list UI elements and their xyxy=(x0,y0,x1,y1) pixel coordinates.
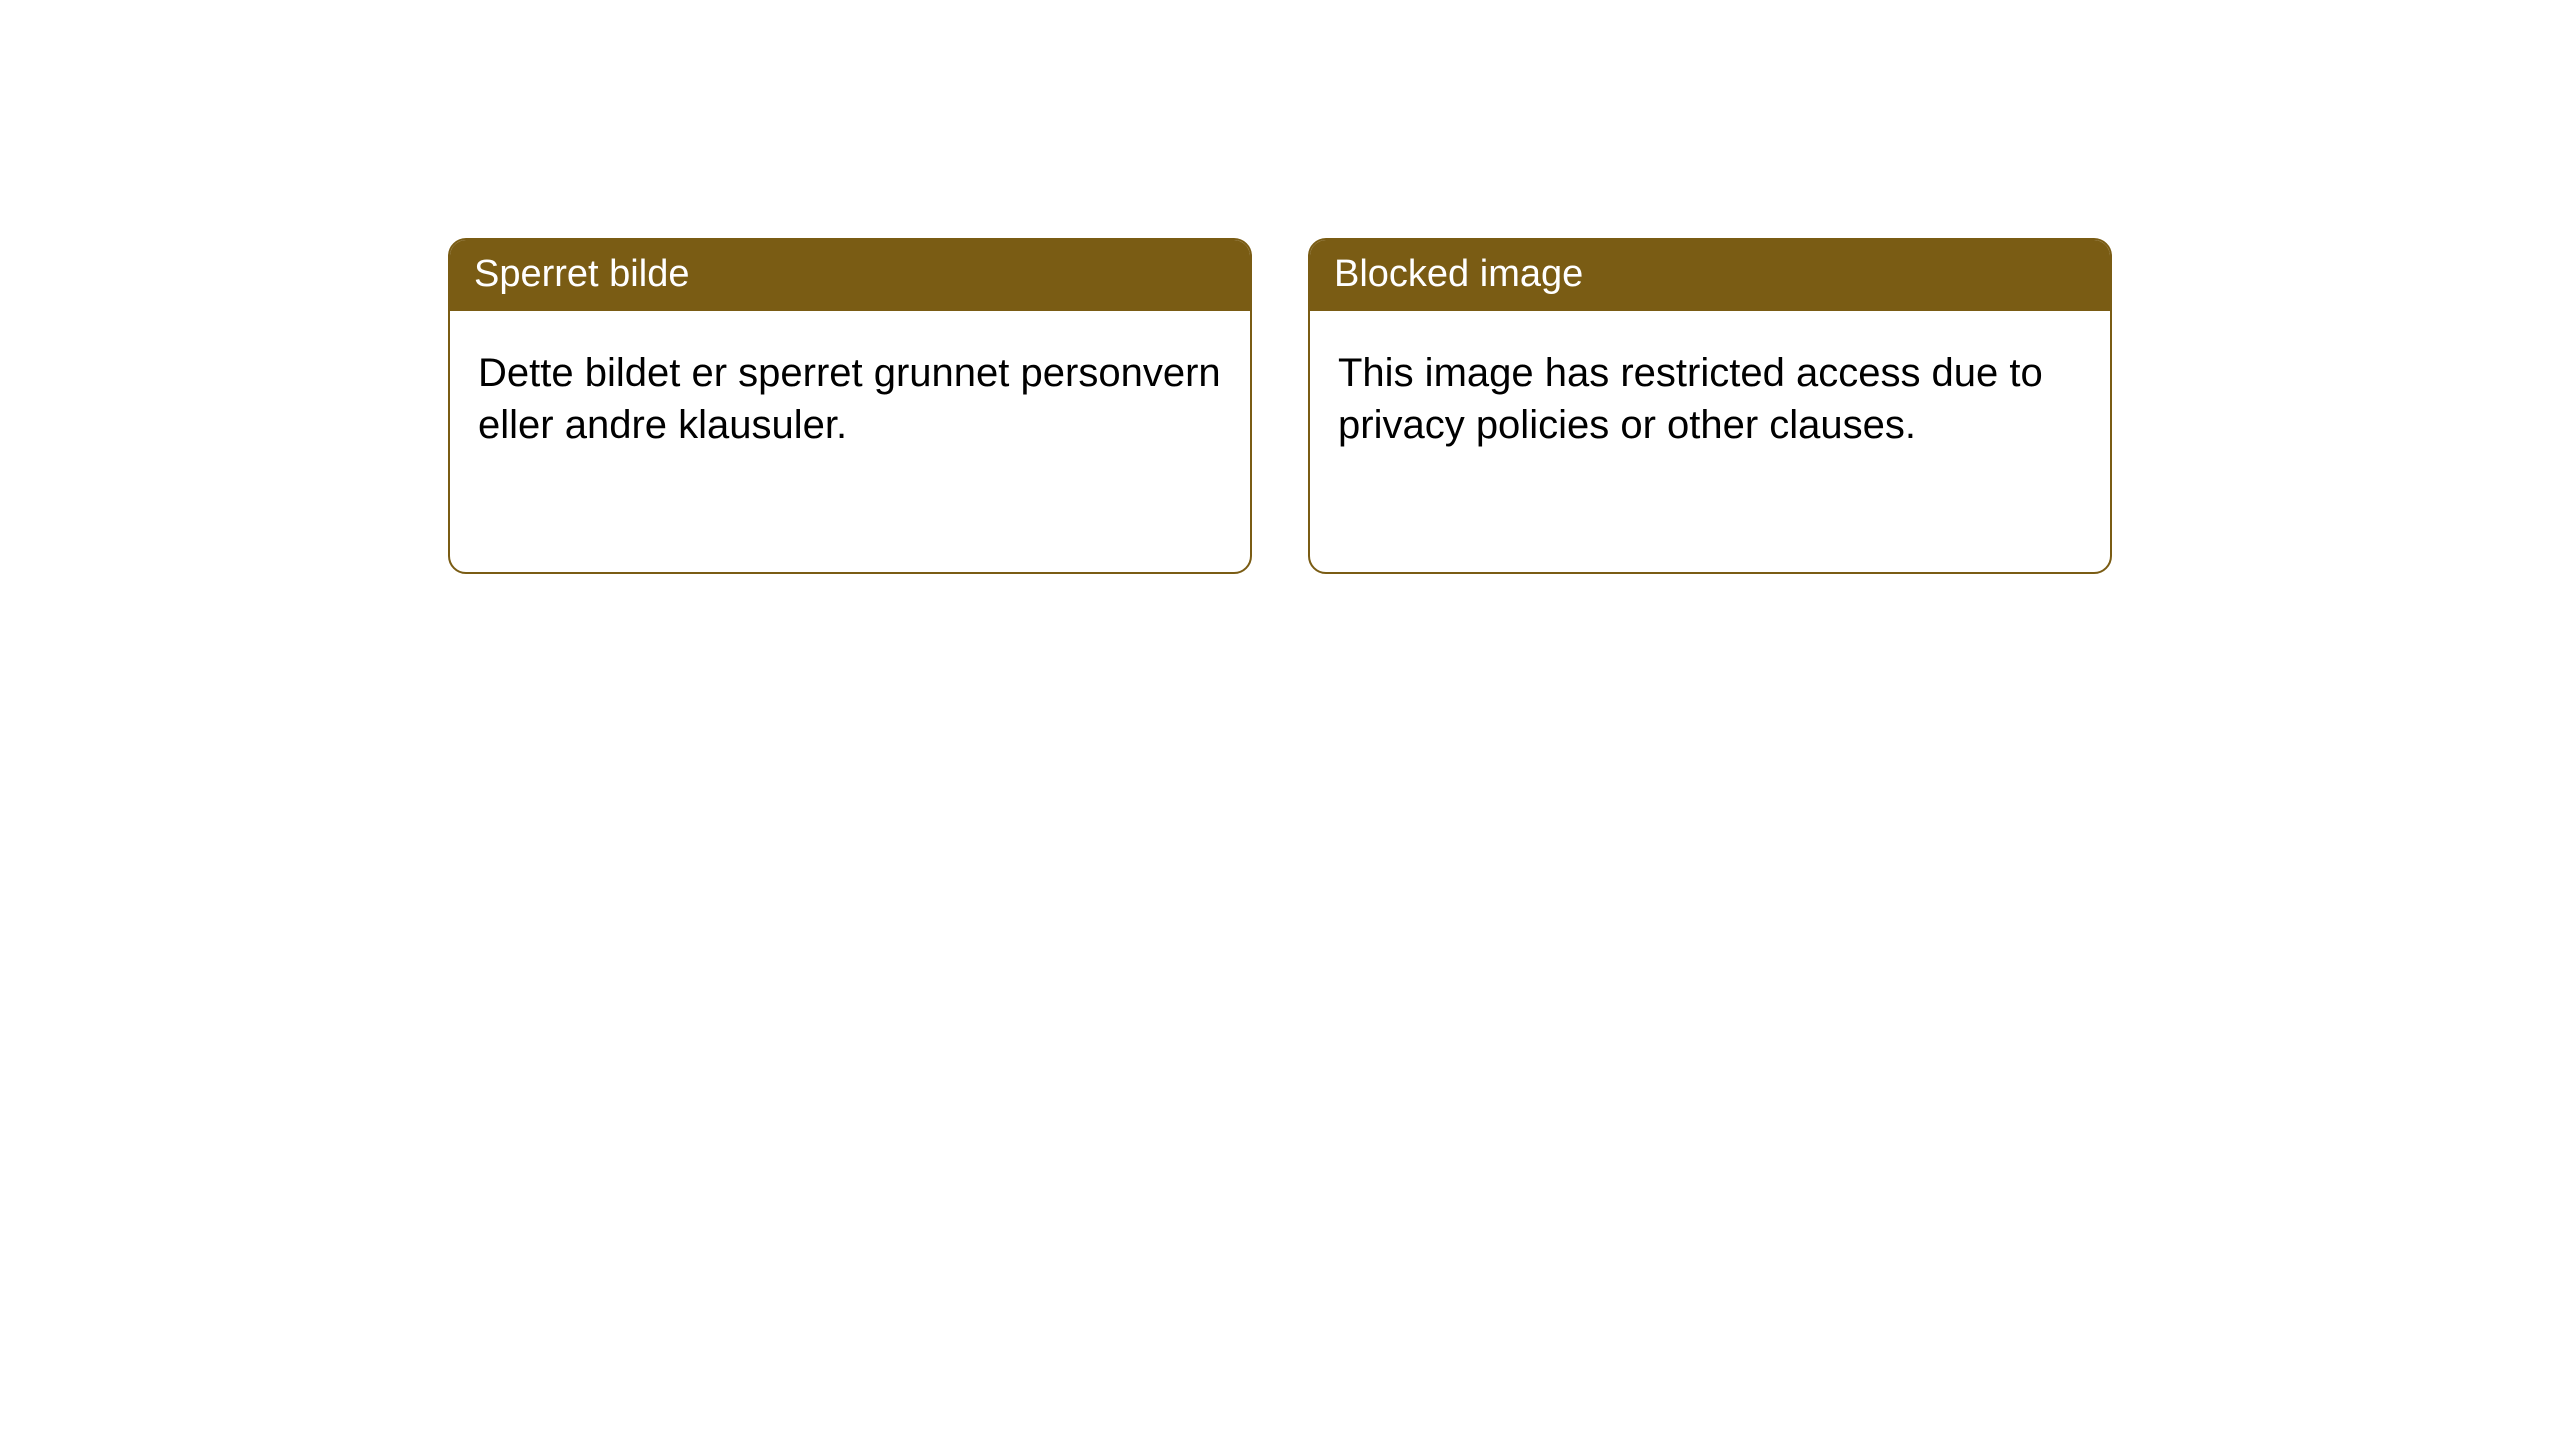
notice-card-english: Blocked image This image has restricted … xyxy=(1308,238,2112,574)
card-body-text: Dette bildet er sperret grunnet personve… xyxy=(478,351,1221,447)
notice-card-norwegian: Sperret bilde Dette bildet er sperret gr… xyxy=(448,238,1252,574)
notice-cards-container: Sperret bilde Dette bildet er sperret gr… xyxy=(0,0,2560,574)
card-body-text: This image has restricted access due to … xyxy=(1338,351,2043,447)
card-header: Sperret bilde xyxy=(450,240,1250,311)
card-header: Blocked image xyxy=(1310,240,2110,311)
card-title: Blocked image xyxy=(1334,253,1583,295)
card-title: Sperret bilde xyxy=(474,253,689,295)
card-body: Dette bildet er sperret grunnet personve… xyxy=(450,311,1250,479)
card-body: This image has restricted access due to … xyxy=(1310,311,2110,479)
